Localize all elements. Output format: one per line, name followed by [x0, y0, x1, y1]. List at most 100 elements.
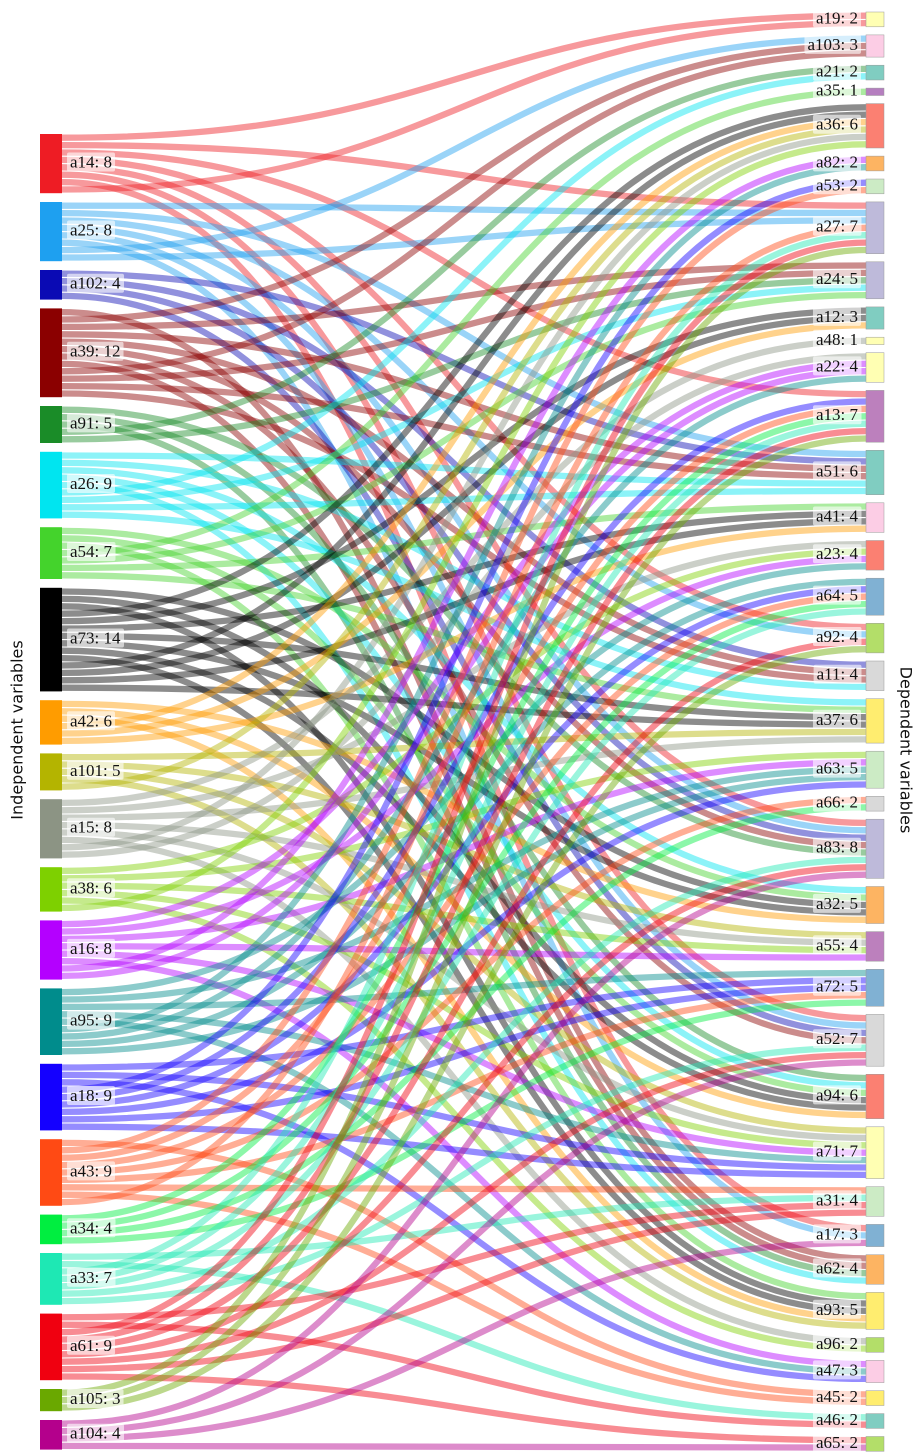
node-label: a61: 9 — [70, 1336, 112, 1355]
link — [61, 487, 867, 511]
source-node — [40, 1389, 62, 1412]
node-label: a39: 12 — [70, 342, 121, 361]
target-node — [865, 660, 885, 691]
link — [61, 452, 867, 487]
label-background — [812, 627, 862, 647]
link — [61, 246, 867, 1396]
label-background — [812, 935, 862, 955]
target-node — [865, 450, 885, 495]
link — [61, 632, 867, 721]
node-label: a82: 2 — [816, 152, 858, 171]
node-label: a23: 4 — [816, 544, 859, 563]
target-node — [865, 698, 885, 744]
link — [61, 1123, 867, 1179]
node-label: a48: 1 — [816, 330, 858, 349]
label-background — [812, 329, 861, 349]
link — [61, 882, 867, 954]
node-label: a36: 6 — [816, 115, 858, 134]
link — [61, 141, 867, 209]
node-label: a96: 2 — [816, 1334, 858, 1353]
link — [61, 224, 867, 834]
source-node — [40, 1313, 62, 1381]
link — [61, 171, 867, 1022]
link — [61, 413, 867, 1082]
target-node — [865, 1254, 885, 1285]
link — [61, 337, 867, 807]
link — [61, 728, 867, 761]
node-label: a51: 6 — [816, 461, 858, 480]
label-background — [804, 34, 861, 54]
label-background — [812, 709, 861, 729]
link — [61, 474, 867, 1089]
node-label: a13: 7 — [816, 405, 859, 424]
link — [61, 269, 867, 382]
link — [61, 375, 867, 1040]
link — [61, 525, 867, 745]
link — [61, 111, 867, 669]
link — [61, 999, 867, 1244]
link — [61, 73, 867, 496]
link — [61, 1202, 867, 1321]
link — [61, 984, 867, 1123]
link — [61, 1184, 867, 1194]
target-node — [865, 540, 885, 571]
node-label: a92: 4 — [816, 627, 859, 646]
link — [61, 586, 867, 1108]
target-node — [865, 750, 885, 789]
link — [61, 360, 867, 1269]
target-node — [865, 34, 885, 58]
link — [61, 1059, 867, 1435]
source-node — [40, 308, 62, 398]
link — [61, 209, 867, 458]
label-background — [812, 1409, 861, 1429]
label-background — [812, 8, 861, 28]
label-background — [812, 61, 861, 81]
node-label: a105: 3 — [70, 1389, 121, 1408]
link — [61, 871, 867, 1427]
source-node — [40, 1063, 62, 1131]
link — [61, 164, 867, 1033]
node-label: a104: 4 — [70, 1424, 121, 1443]
link — [61, 1018, 867, 1375]
label-background — [812, 152, 861, 172]
target-node — [865, 818, 885, 879]
link — [61, 1321, 867, 1428]
node-label: a12: 3 — [816, 307, 858, 326]
link — [61, 759, 867, 943]
target-node — [865, 1337, 885, 1353]
node-label: a31: 4 — [816, 1190, 859, 1209]
link — [61, 654, 867, 1315]
link — [61, 156, 867, 972]
link — [61, 781, 867, 1116]
target-node — [865, 336, 885, 345]
link — [61, 217, 867, 638]
target-node — [865, 64, 885, 81]
node-label: a22: 4 — [816, 356, 859, 375]
link — [61, 600, 867, 1229]
link — [61, 353, 867, 858]
target-node — [865, 1360, 885, 1383]
label-background — [67, 1267, 116, 1287]
source-node — [40, 1420, 62, 1450]
link — [61, 541, 867, 814]
link — [61, 1373, 867, 1444]
node-label: a32: 5 — [816, 894, 858, 913]
link — [61, 578, 867, 1048]
link — [61, 1194, 867, 1260]
node-label: a37: 6 — [816, 710, 858, 729]
node-label: a83: 8 — [816, 838, 858, 857]
link — [61, 977, 867, 1071]
target-node — [865, 178, 885, 195]
label-background — [812, 114, 861, 134]
link — [61, 104, 867, 617]
label-background — [812, 269, 861, 289]
label-background — [67, 413, 116, 433]
source-node — [40, 270, 62, 300]
label-background — [812, 1333, 861, 1353]
link — [61, 511, 867, 706]
node-label: a26: 9 — [70, 474, 112, 493]
link — [61, 232, 867, 1029]
label-background — [812, 1085, 861, 1105]
link — [61, 608, 867, 1290]
node-label: a103: 3 — [807, 35, 858, 54]
